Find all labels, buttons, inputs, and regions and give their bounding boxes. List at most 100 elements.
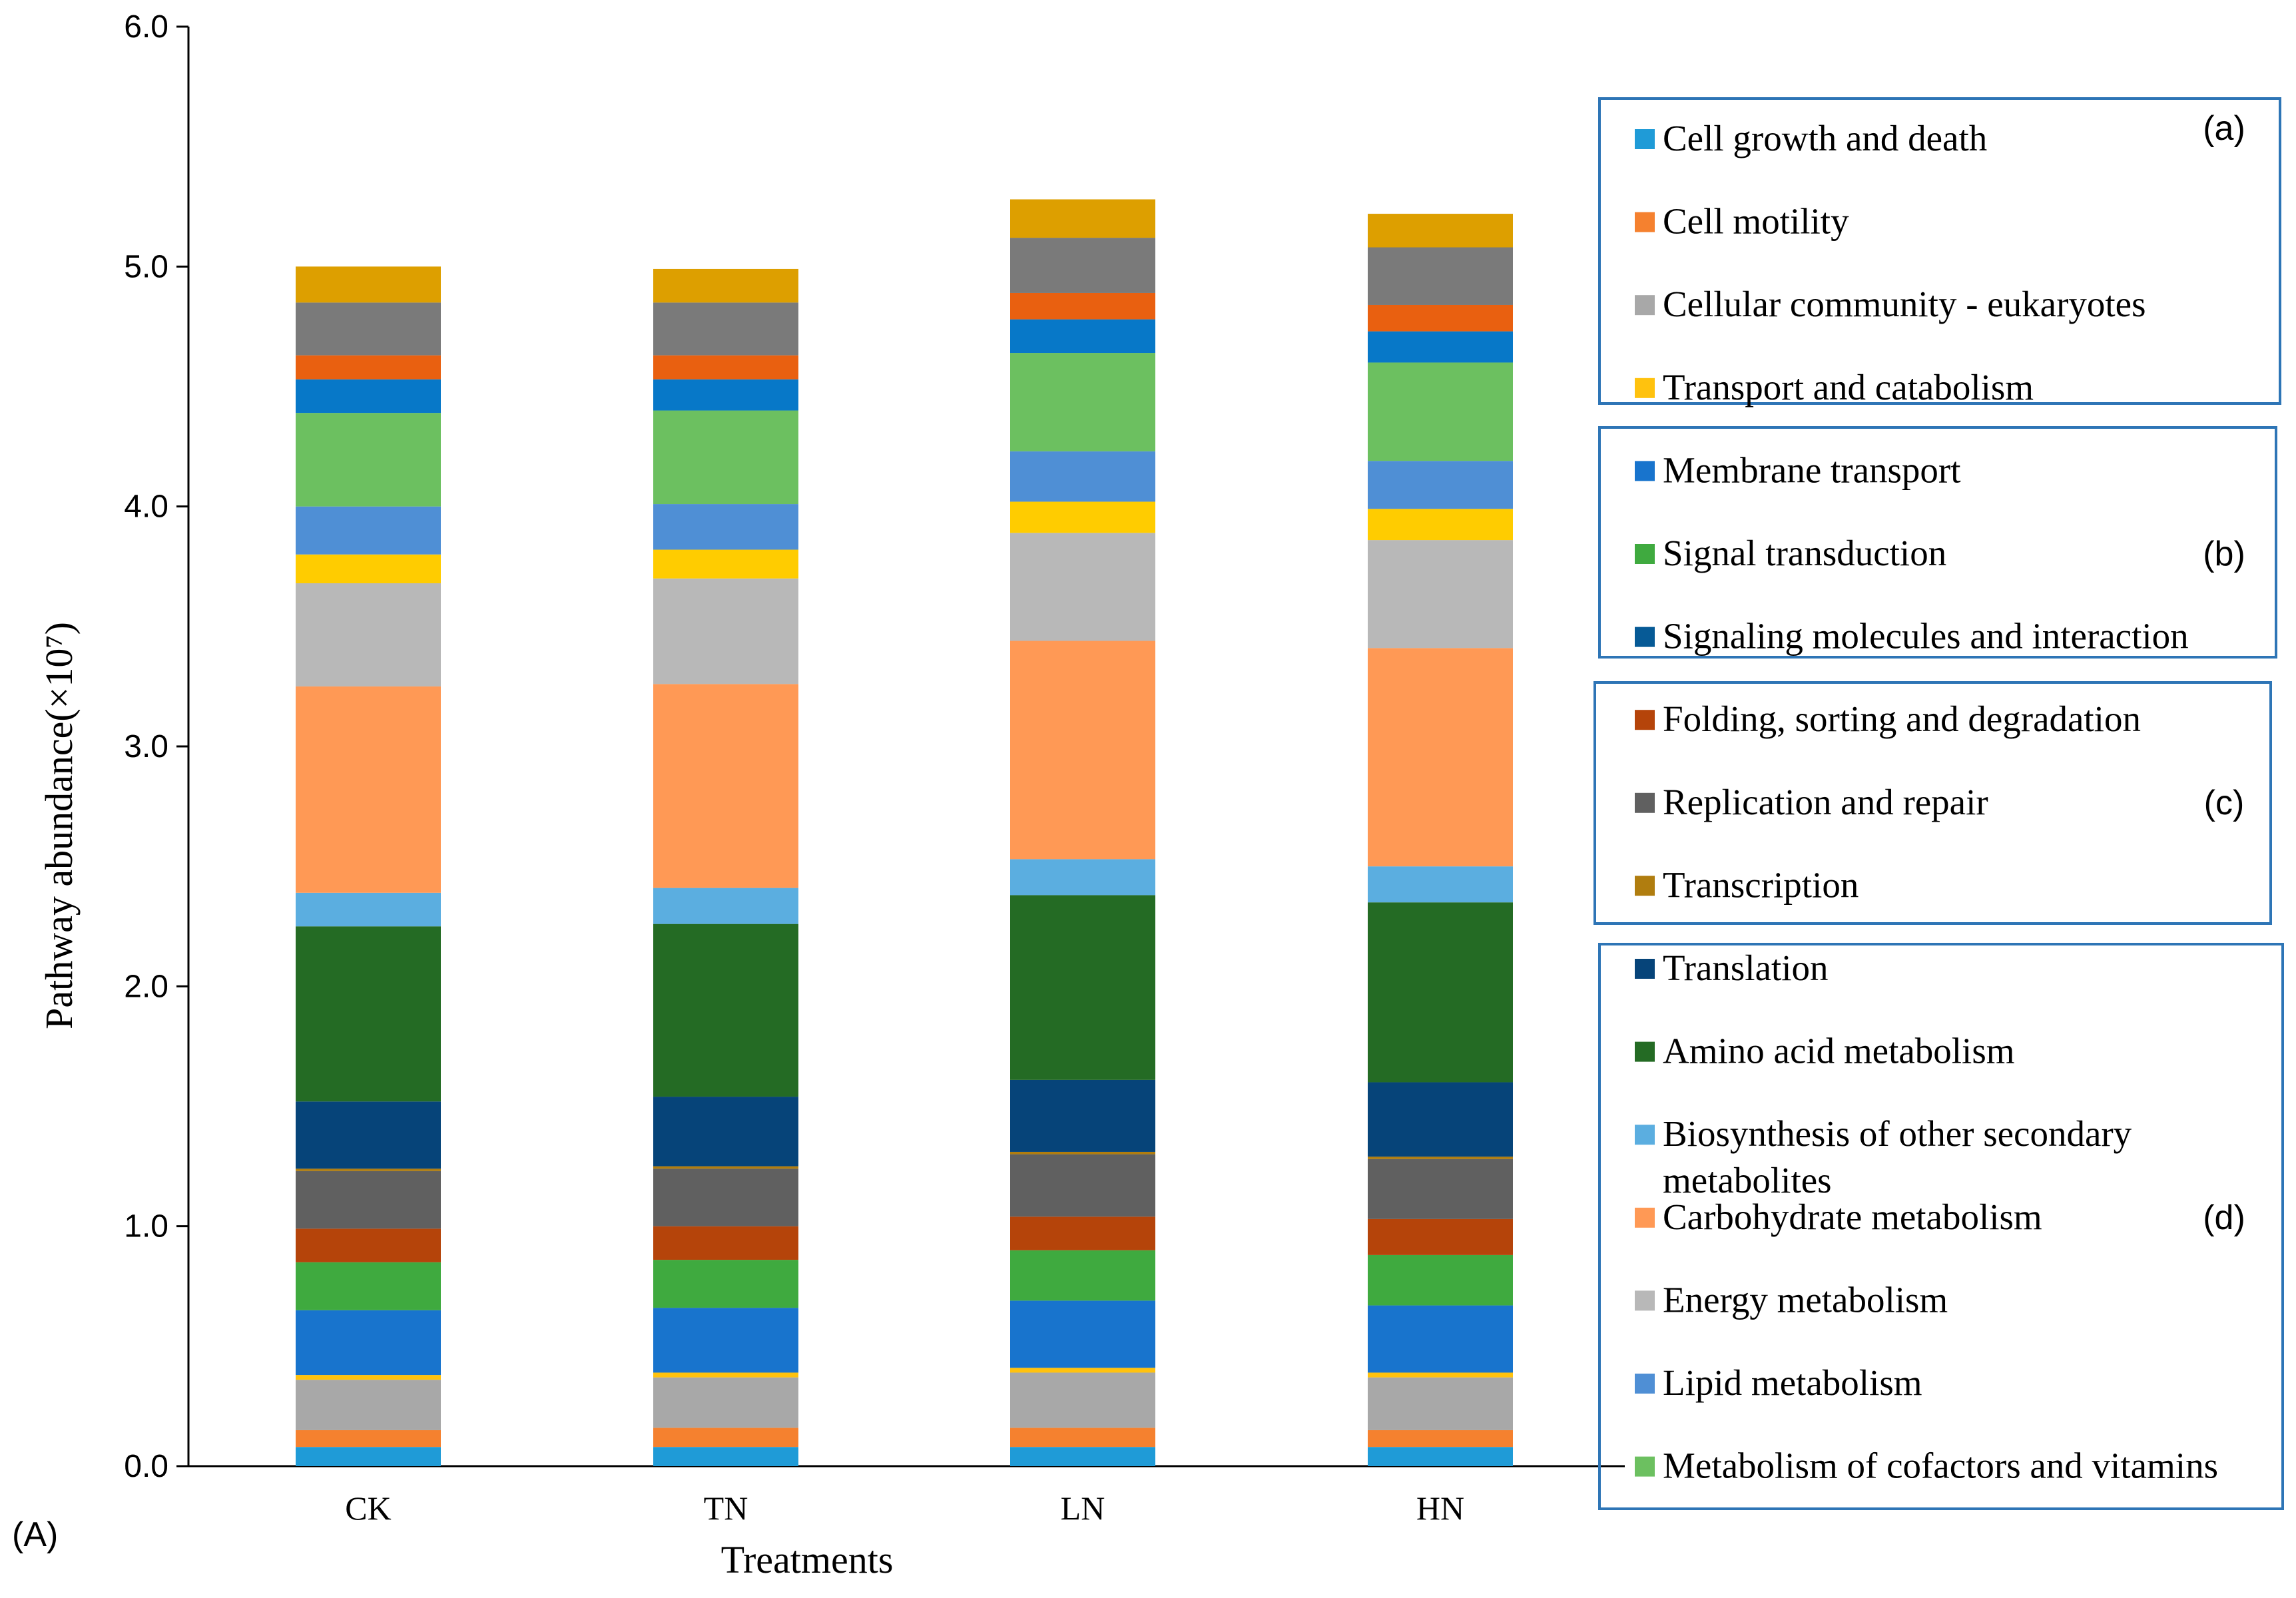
legend-group-tag: (c) [2204, 784, 2245, 822]
bar-segment-ck-15 [296, 554, 441, 583]
bar-segment-ln-3 [1010, 1368, 1155, 1373]
bar-segment-ck-7 [296, 1228, 441, 1262]
bar-segment-ck-14 [296, 583, 441, 686]
legend-swatch [1635, 876, 1655, 896]
bar-segment-ln-0 [1010, 1447, 1155, 1466]
legend-swatch [1635, 295, 1655, 316]
panel-label: (A) [12, 1515, 58, 1554]
y-tick-label: 2.0 [124, 969, 168, 1004]
bar-segment-ln-17 [1010, 353, 1155, 451]
legend-label: Folding, sorting and degradation [1663, 698, 2141, 739]
x-tick-label: HN [1416, 1489, 1464, 1527]
legend-label: Metabolism of cofactors and vitamins [1663, 1446, 2218, 1486]
bar-segment-tn-15 [653, 549, 798, 579]
bar-segment-ln-8 [1010, 1154, 1155, 1217]
bar-segment-tn-2 [653, 1377, 798, 1428]
bar-segment-ck-19 [296, 355, 441, 380]
legend-label: Biosynthesis of other secondary metabolit… [1663, 1113, 2132, 1200]
bar-segment-hn-20 [1368, 247, 1513, 305]
y-tick-label: 6.0 [124, 9, 168, 45]
bar-segment-ck-11 [296, 926, 441, 1102]
x-tick-label: LN [1061, 1489, 1105, 1527]
legend-swatch [1635, 792, 1655, 813]
bar-segment-hn-12 [1368, 866, 1513, 903]
legend-label: Carbohydrate metabolism [1663, 1197, 2042, 1237]
y-tick-label: 4.0 [124, 489, 168, 525]
legend-swatch [1635, 1041, 1655, 1062]
bar-segment-tn-19 [653, 355, 798, 380]
bar-segment-hn-3 [1368, 1372, 1513, 1378]
bar-segment-hn-14 [1368, 540, 1513, 649]
bar-segment-ln-10 [1010, 1079, 1155, 1152]
legend-group-box [1598, 943, 2284, 1510]
bar-segment-ck-21 [296, 266, 441, 303]
bar-segment-hn-1 [1368, 1430, 1513, 1448]
legend-swatch [1635, 461, 1655, 481]
bar-segment-tn-10 [653, 1097, 798, 1167]
bar-segment-ck-16 [296, 506, 441, 555]
legend-group-tag: (a) [2203, 109, 2245, 148]
bar-segment-ck-17 [296, 413, 441, 507]
bar-segment-ln-21 [1010, 199, 1155, 238]
y-tick-label: 0.0 [124, 1449, 168, 1484]
bar-segment-tn-12 [653, 888, 798, 924]
bar-segment-ck-9 [296, 1169, 441, 1171]
bar-segment-hn-11 [1368, 902, 1513, 1083]
axes: 0.0 1.0 2.0 3.0 4.0 5.0 6.0 [124, 9, 1625, 1484]
bar-segment-ln-18 [1010, 319, 1155, 354]
legend-label: Transcription [1663, 864, 1859, 905]
legend-swatch [1635, 959, 1655, 979]
bar-segment-hn-19 [1368, 304, 1513, 332]
bar-segment-hn-8 [1368, 1159, 1513, 1219]
bar-segment-ln-1 [1010, 1428, 1155, 1448]
legend-label: Lipid metabolism [1663, 1362, 1922, 1403]
bar-segment-tn-7 [653, 1226, 798, 1260]
bar-segment-tn-1 [653, 1428, 798, 1448]
bar-segment-ln-11 [1010, 895, 1155, 1080]
legend-swatch [1635, 1290, 1655, 1311]
bar-segment-hn-9 [1368, 1157, 1513, 1159]
legend-label: Amino acid metabolism [1663, 1031, 2015, 1071]
bar-segment-ck-1 [296, 1430, 441, 1448]
legend-group-tag: (b) [2203, 535, 2245, 573]
legend-swatch [1635, 1374, 1655, 1394]
bar-segment-hn-21 [1368, 214, 1513, 248]
bar-segment-tn-4 [653, 1308, 798, 1373]
legend-swatch [1635, 1456, 1655, 1477]
bar-segment-ck-8 [296, 1171, 441, 1229]
bar-segment-tn-8 [653, 1169, 798, 1226]
legend-swatch [1635, 1207, 1655, 1228]
bar-segment-tn-0 [653, 1447, 798, 1466]
bar-segment-hn-17 [1368, 362, 1513, 461]
bar-segment-ln-13 [1010, 641, 1155, 860]
bar-segment-ln-7 [1010, 1216, 1155, 1250]
bar-segment-ck-4 [296, 1310, 441, 1376]
bar-segment-ck-0 [296, 1447, 441, 1466]
legend-swatch [1635, 1125, 1655, 1145]
y-axis-label: Pathway abundance(×10⁷) [37, 622, 81, 1029]
bar-segment-ln-16 [1010, 451, 1155, 502]
legend-group-box [1598, 426, 2277, 659]
x-tick-label: CK [345, 1489, 391, 1527]
bar-segment-ck-18 [296, 379, 441, 413]
bar-segment-tn-14 [653, 578, 798, 684]
bar-segment-hn-16 [1368, 461, 1513, 509]
legend-label: Membrane transport [1663, 449, 1961, 490]
bar-segment-ln-19 [1010, 292, 1155, 320]
bar-segment-tn-18 [653, 379, 798, 411]
bar-segment-hn-15 [1368, 509, 1513, 541]
bar-segment-ck-3 [296, 1375, 441, 1380]
legend-swatch [1635, 212, 1655, 232]
bar-segment-ln-2 [1010, 1372, 1155, 1428]
bar-segment-ln-12 [1010, 859, 1155, 896]
legend-swatch [1635, 710, 1655, 730]
legend-label: Cell motility [1663, 201, 1849, 242]
bar-segment-ck-13 [296, 686, 441, 893]
bar-segment-tn-3 [653, 1372, 798, 1378]
bar-segment-ln-14 [1010, 533, 1155, 641]
legend-label: Translation [1663, 947, 1829, 988]
bar-segment-tn-13 [653, 684, 798, 888]
x-axis-label: Treatments [721, 1538, 894, 1581]
bar-segment-ln-4 [1010, 1300, 1155, 1368]
y-tick-label: 1.0 [124, 1209, 168, 1244]
